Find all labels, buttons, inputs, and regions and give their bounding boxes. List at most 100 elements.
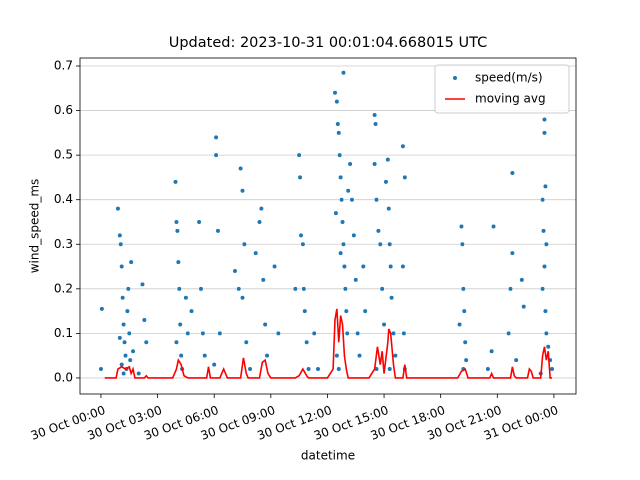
scatter-point xyxy=(347,161,353,167)
scatter-point xyxy=(99,306,105,312)
y-tick-label: 0.7 xyxy=(54,59,73,73)
y-tick-label: 0.0 xyxy=(54,370,73,384)
legend-box xyxy=(434,64,570,114)
scatter-point xyxy=(545,344,551,350)
scatter-point xyxy=(256,219,263,225)
scatter-point xyxy=(485,366,491,372)
scatter-point xyxy=(120,321,127,328)
scatter-point xyxy=(292,286,298,292)
scatter-point xyxy=(239,188,246,194)
scatter-point xyxy=(539,197,546,203)
scatter-point xyxy=(141,317,147,323)
scatter-point xyxy=(178,353,184,359)
scatter-point xyxy=(385,157,391,163)
scatter-point xyxy=(509,250,515,256)
scatter-point xyxy=(117,232,123,238)
y-tick-label: 0.1 xyxy=(54,326,73,340)
scatter-point xyxy=(541,116,548,123)
y-tick-label: 0.2 xyxy=(54,281,73,295)
scatter-point xyxy=(459,241,465,247)
scatter-point xyxy=(335,121,341,127)
scatter-point xyxy=(506,330,512,336)
scatter-point xyxy=(185,330,191,336)
plot-frame xyxy=(79,57,577,395)
scatter-point xyxy=(217,330,223,336)
scatter-point xyxy=(262,321,268,328)
scatter-point xyxy=(271,263,278,270)
line xyxy=(104,308,553,379)
scatter-point xyxy=(260,277,266,283)
scatter-point xyxy=(542,308,549,314)
scatter-point xyxy=(305,366,312,372)
scatter-point xyxy=(130,348,136,354)
scatter-point xyxy=(241,241,247,247)
scatter-point xyxy=(232,268,238,274)
scatter-point xyxy=(386,206,392,212)
scatter-point xyxy=(333,210,339,216)
scatter-point xyxy=(172,179,179,185)
legend-label: speed(m/s) xyxy=(475,71,543,85)
scatter-point xyxy=(215,228,221,234)
scatter-point xyxy=(390,330,397,336)
scatter-point xyxy=(541,130,548,136)
scatter-point xyxy=(401,330,407,336)
scatter-point xyxy=(121,339,128,345)
scatter-point xyxy=(543,330,549,336)
scatter-point xyxy=(372,112,378,118)
scatter-point xyxy=(387,366,393,372)
scatter-point xyxy=(275,330,281,336)
scatter-point xyxy=(176,286,182,292)
scatter-point xyxy=(175,259,181,265)
scatter-point xyxy=(196,219,202,225)
scatter-point xyxy=(351,232,357,238)
scatter-point xyxy=(143,339,149,345)
scatter-point xyxy=(338,174,344,181)
legend-label: moving avg xyxy=(475,92,546,106)
scatter-point xyxy=(122,353,129,359)
scatter-point xyxy=(377,241,383,247)
scatter-point xyxy=(460,286,466,292)
y-axis-label: wind_speed_ms xyxy=(28,179,42,274)
scatter-point xyxy=(356,353,363,359)
scatter-point xyxy=(334,353,340,359)
scatter-point xyxy=(539,286,546,292)
scatter-point xyxy=(236,286,242,292)
scatter-point xyxy=(489,348,495,354)
scatter-point xyxy=(383,179,389,185)
scatter-point xyxy=(211,361,217,368)
scatter-point xyxy=(120,370,127,377)
scatter-point xyxy=(353,277,359,283)
scatter-point xyxy=(402,174,408,181)
scatter-point xyxy=(542,183,549,189)
scatter-point xyxy=(336,366,342,372)
scatter-point xyxy=(509,170,515,176)
scatter-point xyxy=(490,223,497,230)
y-tick-label: 0.3 xyxy=(54,237,73,251)
scatter-point xyxy=(340,70,347,76)
scatter-point xyxy=(124,308,130,314)
scatter-point xyxy=(315,366,321,372)
scatter-point xyxy=(463,357,469,363)
scatter-point xyxy=(400,263,406,270)
scatter-point xyxy=(337,152,343,158)
scatter-point xyxy=(388,263,394,270)
scatter-point xyxy=(213,152,219,158)
scatter-point xyxy=(128,259,134,265)
scatter-point xyxy=(253,250,259,256)
scatter-point xyxy=(462,339,468,345)
scatter-point xyxy=(118,241,124,247)
scatter-point xyxy=(332,90,338,96)
scatter-point xyxy=(198,286,204,292)
scatter-point xyxy=(174,228,180,234)
scatter-point xyxy=(375,228,381,234)
scatter-point xyxy=(243,339,249,345)
chart-title: Updated: 2023-10-31 00:01:04.668015 UTC xyxy=(169,35,488,51)
scatter-point xyxy=(115,206,121,212)
scatter-point xyxy=(298,232,304,238)
scatter-point xyxy=(98,366,104,372)
scatter-point xyxy=(360,263,366,270)
scatter-point xyxy=(311,330,317,336)
scatter-point xyxy=(247,366,253,372)
scatter-point xyxy=(297,174,303,181)
